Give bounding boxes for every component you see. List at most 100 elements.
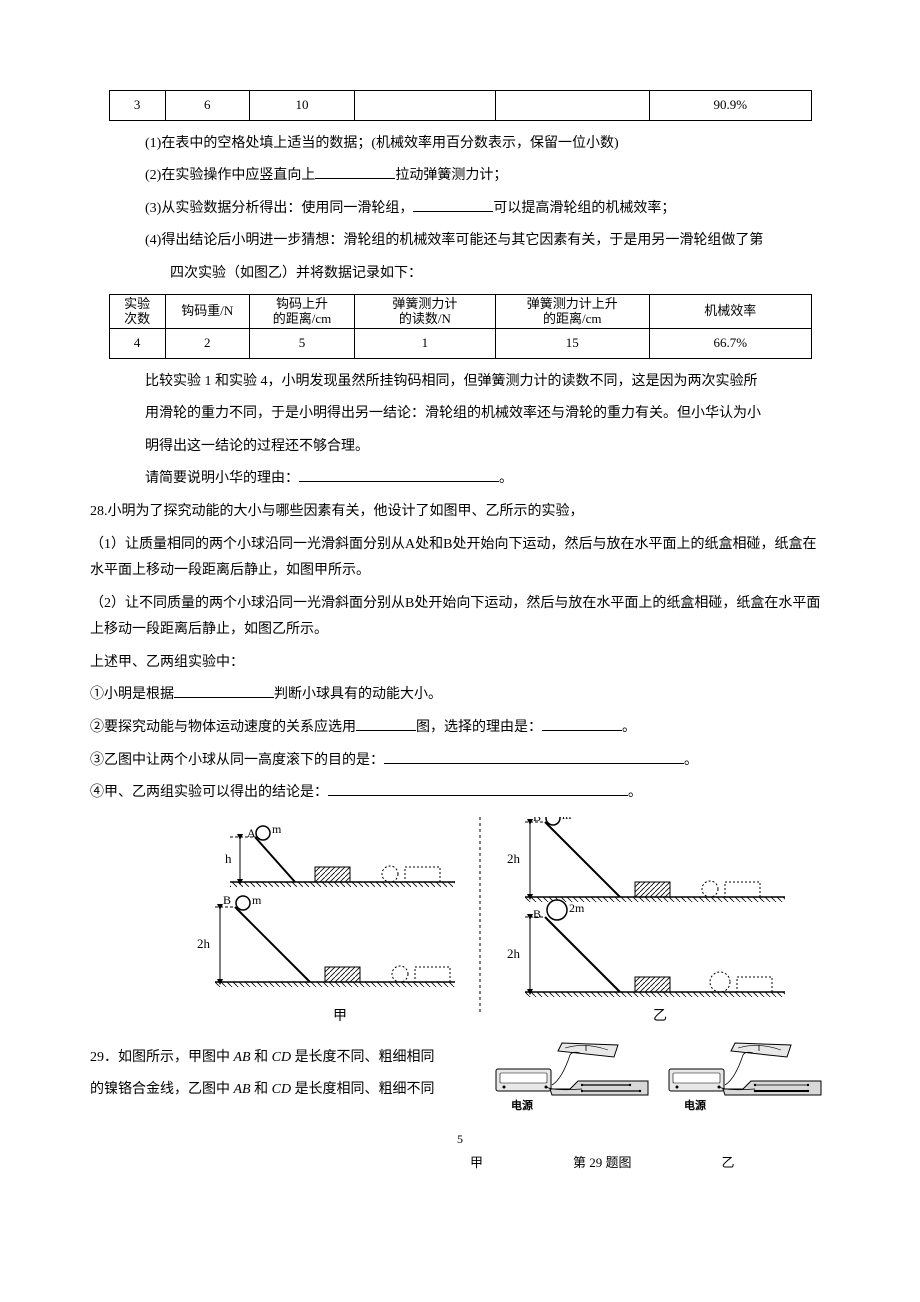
- svg-text:A: A: [247, 826, 256, 840]
- caption: 第 29 题图: [573, 1151, 632, 1176]
- header-cell: 钩码上升的距离/cm: [249, 294, 354, 328]
- text: ②要探究动能与物体运动速度的关系应选用: [90, 720, 356, 735]
- blank: [384, 750, 684, 764]
- text: (2)在实验操作中应竖直向上: [145, 168, 315, 183]
- header-cell: 弹簧测力计的读数/N: [355, 294, 495, 328]
- svg-text:2h: 2h: [197, 936, 211, 951]
- svg-text:m: m: [252, 893, 262, 907]
- table-row: 3 6 10 90.9%: [109, 91, 811, 121]
- svg-text:2h: 2h: [507, 946, 521, 961]
- cell: 10: [249, 91, 354, 121]
- text: 。: [684, 753, 698, 768]
- q28-intro: 28.小明为了探究动能的大小与哪些因素有关，他设计了如图甲、乙所示的实验，: [90, 499, 830, 526]
- q28-p1: （1）让质量相同的两个小球沿同一光滑斜面分别从A处和B处开始向下运动，然后与放在…: [90, 532, 830, 585]
- cell: 3: [109, 91, 165, 121]
- svg-text:m: m: [562, 817, 572, 822]
- text: 。: [622, 720, 636, 735]
- q28-p7: ④甲、乙两组实验可以得出的结论是： 。: [90, 780, 830, 807]
- incline-diagram: h A m 2h B m: [90, 817, 830, 1027]
- caption: 甲: [470, 1151, 483, 1176]
- text: AB: [234, 1082, 251, 1097]
- header-cell: 钩码重/N: [165, 294, 249, 328]
- svg-text:电源: 电源: [511, 1098, 533, 1112]
- blank: [299, 468, 499, 482]
- text: 的镍铬合金线，乙图中: [90, 1082, 234, 1097]
- q28-p4: ①小明是根据 判断小球具有的动能大小。: [90, 682, 830, 709]
- q27b-line1: 比较实验 1 和实验 4，小明发现虽然所挂钩码相同，但弹簧测力计的读数不同，这是…: [90, 369, 830, 396]
- text: 。: [628, 785, 642, 800]
- header-cell: 弹簧测力计上升的距离/cm: [495, 294, 649, 328]
- text: 可以提高滑轮组的机械效率；: [493, 201, 675, 216]
- table-header: 实验次数 钩码重/N 钩码上升的距离/cm 弹簧测力计的读数/N 弹簧测力计上升…: [109, 294, 811, 328]
- circuit-images: 电源 电源: [490, 1039, 830, 1124]
- cell: 6: [165, 91, 249, 121]
- q27b-line2: 用滑轮的重力不同，于是小明得出另一结论：滑轮组的机械效率还与滑轮的重力有关。但小…: [90, 401, 830, 428]
- table-row: 4 2 5 1 15 66.7%: [109, 328, 811, 358]
- q29-line1: 29．如图所示，甲图中 AB 和 CD 是长度不同、粗细相同: [90, 1045, 490, 1072]
- incline-svg: h A m 2h B m: [160, 817, 800, 1027]
- text: 和: [251, 1050, 272, 1065]
- svg-text:h: h: [225, 851, 232, 866]
- blank: [356, 717, 416, 731]
- q27-line3: (3)从实验数据分析得出：使用同一滑轮组， 可以提高滑轮组的机械效率；: [90, 196, 830, 223]
- cell: 15: [495, 328, 649, 358]
- experiment-table-1: 3 6 10 90.9%: [109, 90, 812, 121]
- experiment-table-2: 实验次数 钩码重/N 钩码上升的距离/cm 弹簧测力计的读数/N 弹簧测力计上升…: [109, 294, 812, 359]
- cell: 66.7%: [650, 328, 811, 358]
- caption-yi: 乙: [653, 1008, 667, 1024]
- text: 图，选择的理由是：: [416, 720, 542, 735]
- text: ①小明是根据: [90, 687, 174, 702]
- text: 是长度相同、粗细不同: [291, 1082, 435, 1097]
- blank: [315, 165, 395, 179]
- cell: 4: [109, 328, 165, 358]
- q27b-line3: 明得出这一结论的过程还不够合理。: [90, 434, 830, 461]
- caption: 乙: [722, 1151, 735, 1176]
- blank: [328, 782, 628, 796]
- text: 。: [499, 471, 513, 486]
- q27b-line4: 请简要说明小华的理由： 。: [90, 466, 830, 493]
- q28-p6: ③乙图中让两个小球从同一高度滚下的目的是： 。: [90, 748, 830, 775]
- q28-p2: （2）让不同质量的两个小球沿同一光滑斜面分别从B处开始向下运动，然后与放在水平面…: [90, 591, 830, 644]
- svg-text:2m: 2m: [569, 901, 585, 915]
- blank: [542, 717, 622, 731]
- cell: [495, 91, 649, 121]
- q27-line4: (4)得出结论后小明进一步猜想：滑轮组的机械效率可能还与其它因素有关，于是用另一…: [90, 228, 830, 255]
- q27-line1: (1)在表中的空格处填上适当的数据；(机械效率用百分数表示，保留一位小数): [90, 131, 830, 158]
- text: ③乙图中让两个小球从同一高度滚下的目的是：: [90, 753, 384, 768]
- page-number: 5: [90, 1128, 830, 1151]
- cell: 90.9%: [650, 91, 811, 121]
- svg-text:2h: 2h: [507, 851, 521, 866]
- text: (3)从实验数据分析得出：使用同一滑轮组，: [145, 201, 413, 216]
- text: AB: [234, 1050, 251, 1065]
- text: 29．如图所示，甲图中: [90, 1050, 234, 1065]
- cell: [355, 91, 495, 121]
- svg-text:m: m: [272, 822, 282, 836]
- text: 请简要说明小华的理由：: [145, 471, 299, 486]
- circuit-yi-svg: 电源: [663, 1039, 828, 1124]
- svg-text:B: B: [533, 817, 541, 824]
- text: 是长度不同、粗细相同: [291, 1050, 435, 1065]
- svg-text:B: B: [533, 907, 541, 921]
- svg-text:B: B: [223, 893, 231, 907]
- header-cell: 机械效率: [650, 294, 811, 328]
- svg-text:电源: 电源: [684, 1098, 706, 1112]
- q29-line2: 的镍铬合金线，乙图中 AB 和 CD 是长度相同、粗细不同: [90, 1077, 490, 1104]
- q28-p5: ②要探究动能与物体运动速度的关系应选用 图，选择的理由是： 。: [90, 715, 830, 742]
- text: ④甲、乙两组实验可以得出的结论是：: [90, 785, 328, 800]
- text: 判断小球具有的动能大小。: [274, 687, 442, 702]
- cell: 1: [355, 328, 495, 358]
- q28-p3: 上述甲、乙两组实验中：: [90, 650, 830, 677]
- caption-jia: 甲: [333, 1009, 347, 1024]
- circuit-jia-svg: 电源: [490, 1039, 655, 1124]
- text: 和: [251, 1082, 272, 1097]
- header-cell: 实验次数: [109, 294, 165, 328]
- text: CD: [272, 1082, 291, 1097]
- text: 拉动弹簧测力计；: [395, 168, 507, 183]
- blank: [413, 198, 493, 212]
- blank: [174, 684, 274, 698]
- q27-line2: (2)在实验操作中应竖直向上 拉动弹簧测力计；: [90, 163, 830, 190]
- q29-captions: 甲 第 29 题图 乙: [90, 1151, 830, 1176]
- text: CD: [272, 1050, 291, 1065]
- cell: 5: [249, 328, 354, 358]
- q27-line5: 四次实验（如图乙）并将数据记录如下：: [90, 261, 830, 288]
